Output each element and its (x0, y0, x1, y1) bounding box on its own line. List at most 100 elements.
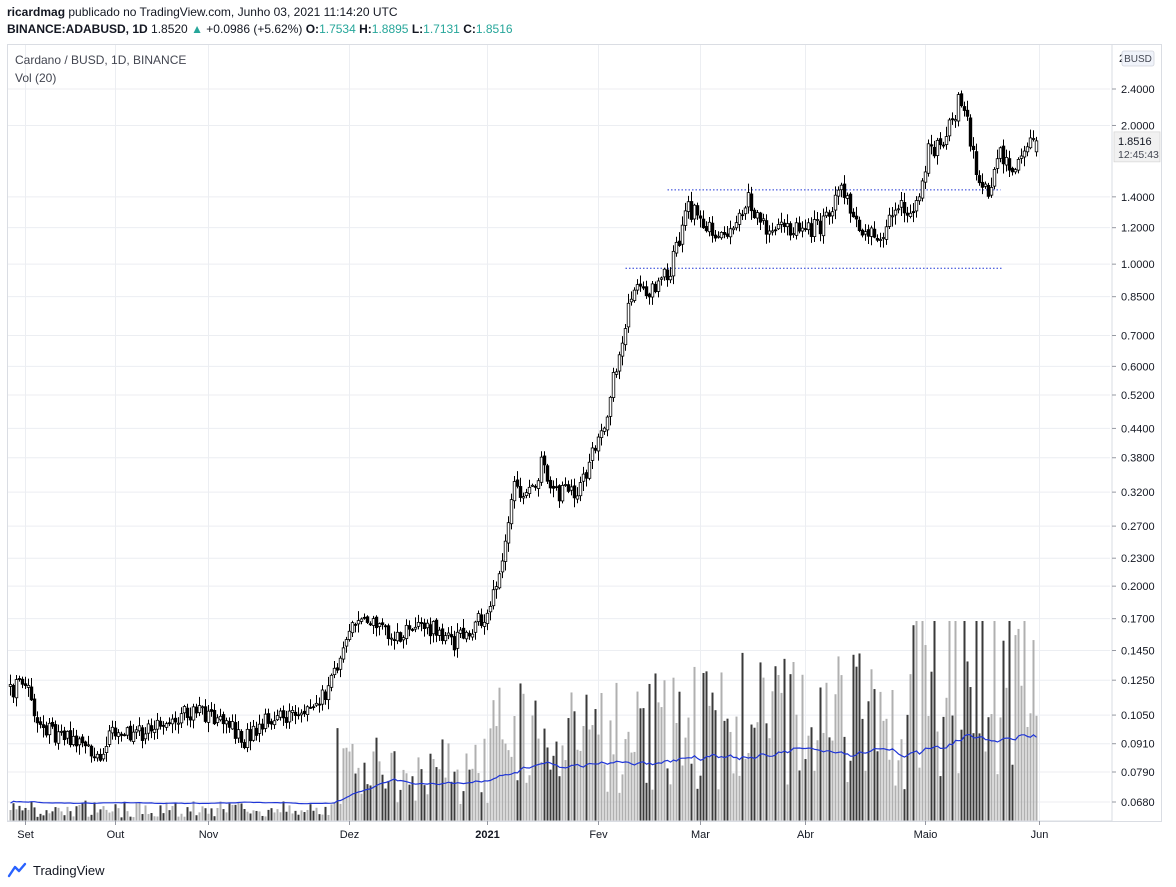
last-price-value: 1.8516 (1118, 136, 1152, 148)
volume-bar (144, 805, 147, 821)
volume-bar (543, 728, 546, 821)
volume-bar (567, 718, 570, 821)
candle-body (497, 573, 502, 589)
volume-bar (750, 724, 753, 821)
volume-bar (834, 694, 837, 821)
volume-bar (378, 761, 381, 821)
volume-bar (831, 740, 834, 821)
candle-body (50, 721, 55, 727)
volume-bar (870, 669, 873, 821)
volume-bar (786, 784, 789, 821)
candle-body (821, 215, 826, 237)
volume-bar (414, 800, 417, 821)
candle-body (578, 482, 583, 497)
candle-body (167, 722, 172, 725)
candle-body (707, 221, 712, 233)
volume-bar (798, 770, 801, 821)
candle-body (983, 183, 988, 187)
candle-body (854, 215, 859, 220)
candle-body (86, 744, 91, 747)
candle-body (1010, 167, 1015, 173)
price-tick-label: 0.2300 (1121, 553, 1155, 565)
volume-bar (405, 773, 408, 821)
volume-bar (15, 809, 18, 821)
volume-bar (933, 621, 936, 821)
candle-body (23, 683, 28, 686)
volume-bar (516, 780, 519, 821)
candle-body (1022, 150, 1027, 158)
candle-body (752, 209, 757, 219)
candle-body (548, 479, 553, 489)
candle-body (797, 222, 802, 232)
volume-bar (363, 762, 366, 821)
candle-body (947, 119, 952, 137)
candle-body (347, 630, 352, 640)
candle-body (635, 284, 640, 291)
candle-body (164, 723, 169, 728)
volume-bar (936, 731, 939, 821)
candle-body (128, 725, 133, 741)
volume-bar (306, 809, 309, 821)
volume-bar (477, 773, 480, 821)
volume-bar (666, 768, 669, 821)
candle-body (95, 753, 100, 759)
volume-bar (72, 816, 75, 821)
volume-bar (897, 760, 900, 821)
volume-bar (468, 769, 471, 821)
symbol-label: BINANCE:ADABUSD, 1D (7, 22, 148, 36)
time-tick-label: Out (107, 829, 125, 841)
volume-bar (918, 767, 921, 821)
candle-body (659, 277, 664, 280)
time-tick-label: 2021 (475, 829, 499, 841)
volume-bar (42, 815, 45, 821)
volume-bar (948, 621, 951, 821)
volume-bar (837, 656, 840, 821)
candle-body (197, 705, 202, 714)
volume-bar (225, 812, 228, 821)
volume-bar (69, 811, 72, 821)
volume-bar (600, 692, 603, 821)
volume-legend[interactable]: Vol (20) (15, 71, 57, 85)
volume-bar (990, 714, 993, 821)
footer-brand[interactable]: TradingView (7, 860, 105, 880)
candle-body (743, 207, 748, 215)
candle-body (344, 639, 349, 647)
volume-bar (753, 727, 756, 821)
volume-bar (981, 621, 984, 821)
candle-body (641, 286, 646, 289)
volume-bar (324, 806, 327, 821)
close-label: C: (463, 22, 476, 36)
candle-body (509, 499, 514, 525)
volume-bar (741, 652, 744, 821)
candle-body (53, 724, 58, 743)
candle-body (299, 712, 304, 716)
volume-bar (984, 751, 987, 821)
volume-bar (969, 687, 972, 821)
author-name[interactable]: ricardmag (7, 5, 66, 19)
candle-body (485, 612, 490, 624)
candle-body (368, 623, 373, 626)
volume-bar (507, 750, 510, 821)
candle-body (173, 717, 178, 723)
volume-bar (552, 755, 555, 821)
candle-body (866, 229, 871, 237)
candle-body (17, 678, 22, 680)
candle-body (590, 447, 595, 461)
candle-body (737, 212, 742, 225)
candle-body (104, 746, 109, 753)
volume-bar (27, 809, 30, 821)
candle-body (1019, 155, 1024, 159)
candle-body (413, 626, 418, 630)
volume-bar (768, 738, 771, 821)
candle-body (539, 456, 544, 483)
volume-bar (921, 621, 924, 821)
series-legend[interactable]: Cardano / BUSD, 1D, BINANCE (15, 53, 187, 67)
volume-bar (681, 765, 684, 821)
candle-body (569, 486, 574, 491)
volume-bar (54, 807, 57, 821)
candle-body (320, 689, 325, 705)
publish-info: ricardmag publicado no TradingView.com, … (7, 5, 397, 19)
candle-body (764, 220, 769, 235)
volume-bar (807, 735, 810, 821)
